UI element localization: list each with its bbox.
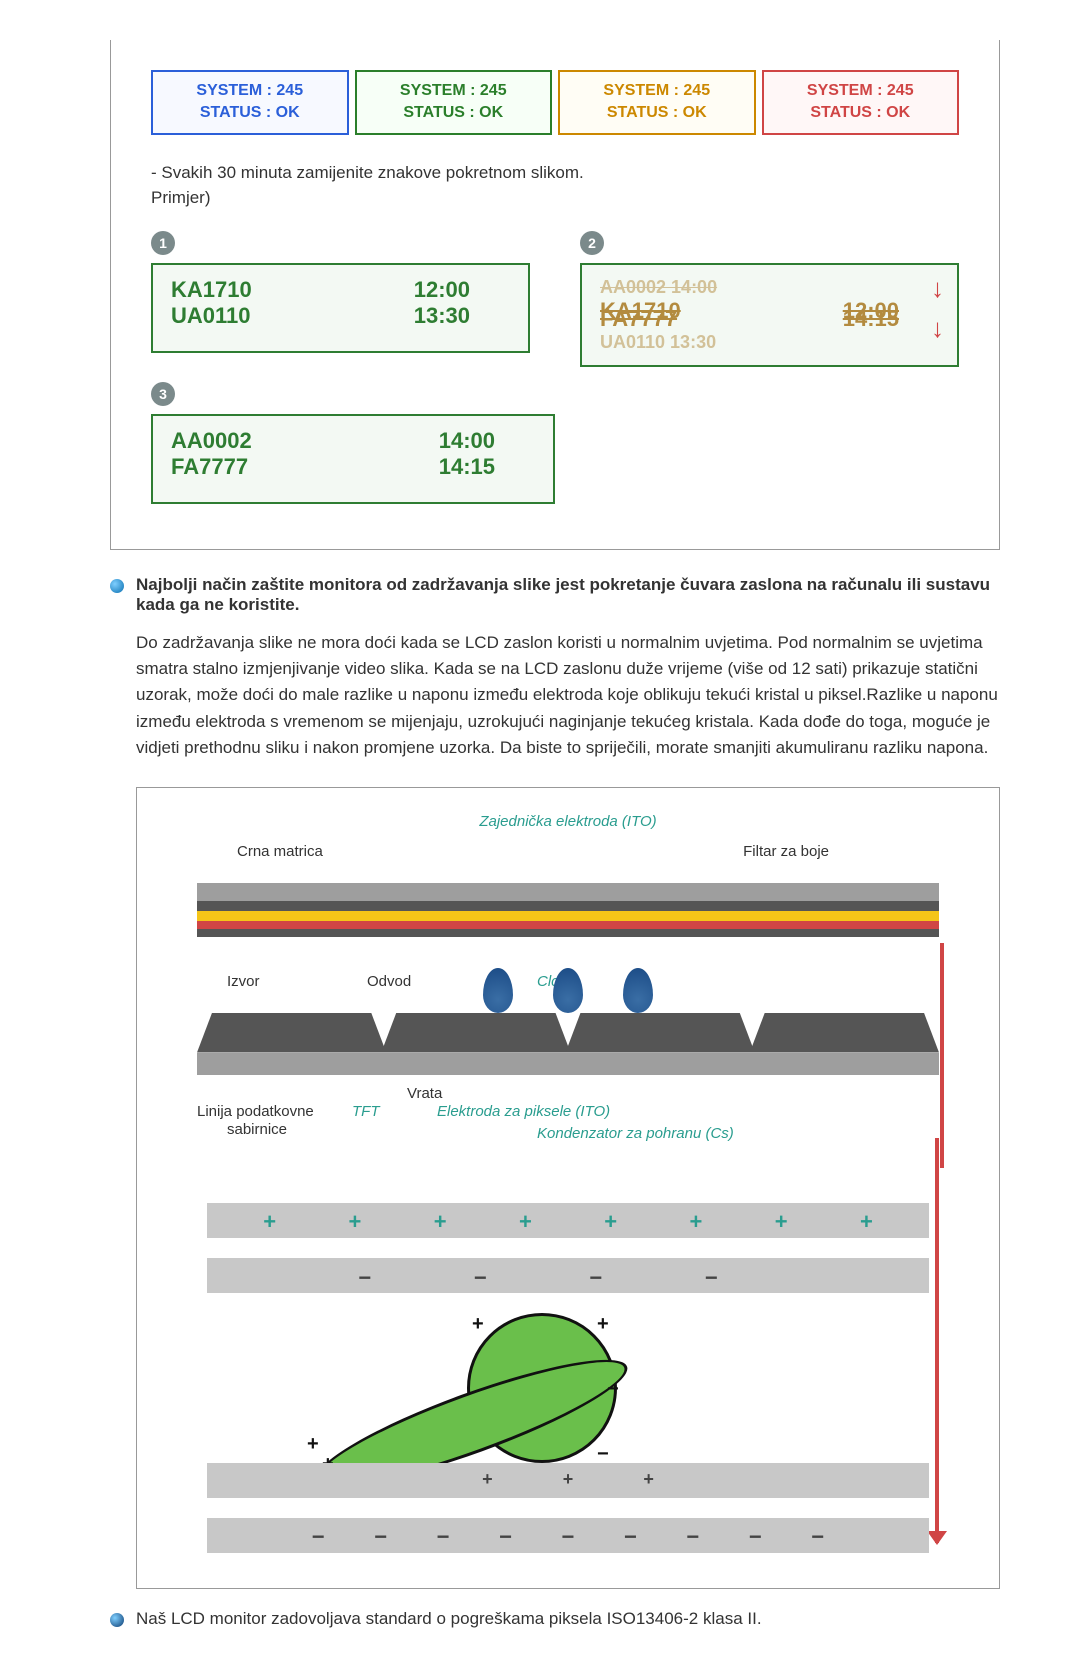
layer-dark	[197, 901, 939, 911]
layer-dark2	[197, 929, 939, 937]
status-cell-2: SYSTEM : 245 STATUS : OK	[355, 70, 553, 135]
panel-col-2: 2 AA0002 14:00 KA171012:00 FA777714:15 U…	[580, 231, 959, 367]
body-paragraph: Do zadržavanja slike ne mora doći kada s…	[136, 630, 1000, 762]
trap-row	[197, 1013, 939, 1053]
layer-red	[197, 921, 939, 929]
diagram-bottom-section: ++++++++ −−−− + − + + + − +++ −−−−−−−−−	[167, 1183, 969, 1563]
bullet-icon	[110, 1613, 124, 1627]
lcd-diagram: Zajednička elektroda (ITO) Crna matrica …	[136, 787, 1000, 1589]
layer-yellow	[197, 911, 939, 921]
bullet-text: Najbolji način zaštite monitora od zadrž…	[136, 575, 1000, 615]
time: 14:00	[439, 428, 495, 454]
label-tft: TFT	[352, 1103, 380, 1120]
red-arrow-line	[935, 1138, 939, 1543]
status-line1: SYSTEM : 245	[157, 80, 343, 102]
code: UA0110	[171, 303, 251, 329]
status-line1: SYSTEM : 245	[768, 80, 954, 102]
arrow-down-icon	[931, 313, 949, 335]
status-line1: SYSTEM : 245	[564, 80, 750, 102]
trap	[381, 1013, 570, 1053]
code: FA7777	[600, 306, 677, 332]
example-box: SYSTEM : 245 STATUS : OK SYSTEM : 245 ST…	[110, 40, 1000, 550]
time: 14:15	[843, 306, 899, 332]
layer-gray	[197, 883, 939, 901]
label-vrata: Vrata	[407, 1085, 442, 1102]
label-data-line1: Linija podatkovne	[197, 1103, 314, 1120]
faded-row: UA0110 13:30	[600, 332, 939, 353]
bottom-gray-bar	[197, 1053, 939, 1075]
time: 12:00	[414, 277, 470, 303]
faded-row: AA0002 14:00	[600, 277, 939, 298]
flame-icon	[483, 968, 513, 1013]
code: KA1710	[171, 277, 252, 303]
status-cell-3: SYSTEM : 245 STATUS : OK	[558, 70, 756, 135]
trap	[750, 1013, 939, 1053]
diagram-top-section: Zajednička elektroda (ITO) Crna matrica …	[167, 813, 969, 1163]
instruction-line1: - Svakih 30 minuta zamijenite znakove po…	[151, 163, 584, 182]
status-line2: STATUS : OK	[768, 102, 954, 124]
code: FA7777	[171, 454, 248, 480]
panel-1: KA1710 12:00 UA0110 13:30	[151, 263, 530, 353]
status-line2: STATUS : OK	[157, 102, 343, 124]
panel-row-bottom: 3 AA0002 14:00 FA7777 14:15	[151, 382, 555, 504]
trap	[197, 1013, 386, 1053]
panel-col-3: 3 AA0002 14:00 FA7777 14:15	[151, 382, 555, 504]
panel-row-top: 1 KA1710 12:00 UA0110 13:30 2 AA0002 14:00…	[151, 231, 959, 367]
bullet-icon	[110, 579, 124, 593]
footer-bullet: Naš LCD monitor zadovoljava standard o p…	[110, 1609, 1000, 1629]
panel-2: AA0002 14:00 KA171012:00 FA777714:15 UA0…	[580, 263, 959, 367]
flame-icon	[623, 968, 653, 1013]
status-row: SYSTEM : 245 STATUS : OK SYSTEM : 245 ST…	[151, 70, 959, 135]
panel-3: AA0002 14:00 FA7777 14:15	[151, 414, 555, 504]
label-black-matrix: Crna matrica	[237, 843, 323, 860]
status-line2: STATUS : OK	[361, 102, 547, 124]
trap	[566, 1013, 755, 1053]
status-line1: SYSTEM : 245	[361, 80, 547, 102]
red-connector-line	[940, 943, 944, 1168]
label-data-line2: sabirnice	[227, 1121, 287, 1138]
label-common-electrode: Zajednička elektroda (ITO)	[479, 813, 656, 830]
bullet-block: Najbolji način zaštite monitora od zadrž…	[110, 575, 1000, 615]
plus-row-mid: +++	[447, 1469, 689, 1490]
layer-stack	[197, 883, 939, 937]
instruction-line2: Primjer)	[151, 188, 211, 207]
plus-row-top: ++++++++	[227, 1209, 909, 1235]
badge-1: 1	[151, 231, 175, 255]
label-color-filter: Filtar za boje	[743, 843, 829, 860]
badge-2: 2	[580, 231, 604, 255]
instruction-text: - Svakih 30 minuta zamijenite znakove po…	[151, 160, 959, 211]
flame-icon	[553, 968, 583, 1013]
code: AA0002	[171, 428, 252, 454]
label-pixel-electrode: Elektroda za piksele (ITO)	[437, 1103, 610, 1120]
arrow-down-icon	[931, 273, 949, 295]
status-cell-4: SYSTEM : 245 STATUS : OK	[762, 70, 960, 135]
status-cell-1: SYSTEM : 245 STATUS : OK	[151, 70, 349, 135]
badge-3: 3	[151, 382, 175, 406]
flame-row	[197, 963, 939, 1013]
footer-text: Naš LCD monitor zadovoljava standard o p…	[136, 1609, 762, 1629]
panel-col-1: 1 KA1710 12:00 UA0110 13:30	[151, 231, 530, 367]
label-storage-cap: Kondenzator za pohranu (Cs)	[537, 1125, 734, 1142]
time: 14:15	[439, 454, 495, 480]
time: 13:30	[414, 303, 470, 329]
status-line2: STATUS : OK	[564, 102, 750, 124]
minus-row-top: −−−−	[307, 1265, 769, 1291]
bullet-bold: Najbolji način zaštite monitora od zadrž…	[136, 575, 990, 614]
minus-row-bot: −−−−−−−−−	[287, 1524, 849, 1550]
